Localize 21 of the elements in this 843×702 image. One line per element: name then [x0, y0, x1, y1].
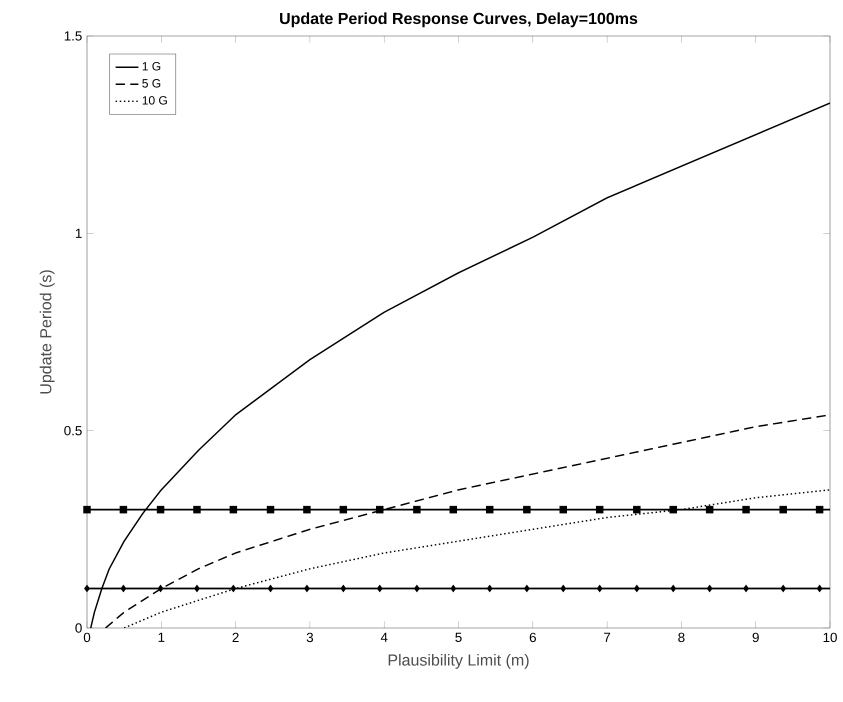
- y-tick-label: 0: [75, 623, 82, 633]
- x-tick-label: 8: [678, 632, 685, 642]
- y-tick-label: 1: [76, 228, 82, 238]
- x-tick-label: 10: [824, 632, 837, 642]
- chart-title: Update Period Response Curves, Delay=100ms: [280, 12, 638, 28]
- x-tick-label: 9: [752, 632, 759, 642]
- y-tick-label: 0.5: [64, 426, 82, 436]
- y-tick-label: 1.5: [64, 31, 82, 41]
- x-tick-label: 6: [530, 632, 536, 642]
- x-tick-label: 7: [604, 632, 610, 642]
- legend-label: 5 G: [142, 79, 160, 88]
- x-axis-title: Plausibility Limit (m): [388, 654, 529, 669]
- x-tick-label: 0: [84, 632, 90, 642]
- x-tick-label: 2: [232, 632, 239, 642]
- legend-label: 10 G: [142, 96, 167, 105]
- x-tick-label: 5: [455, 632, 462, 642]
- x-tick-label: 3: [306, 632, 314, 642]
- x-tick-label: 1: [158, 632, 164, 642]
- x-tick-label: 4: [380, 632, 388, 642]
- legend-label: 1 G: [142, 62, 160, 71]
- y-axis-title: Update Period (s): [40, 270, 55, 394]
